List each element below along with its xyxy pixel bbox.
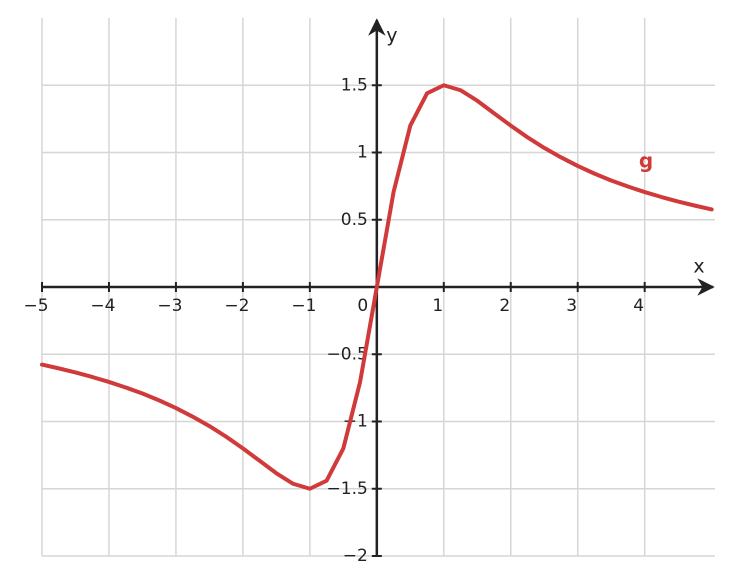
- y-tick-label: 0.5: [341, 210, 368, 230]
- x-tick-label: 4: [633, 296, 644, 316]
- y-tick-label: 1: [357, 143, 368, 163]
- x-tick-label: −1: [291, 296, 316, 316]
- y-axis-label: y: [386, 25, 397, 47]
- x-tick-label: 3: [566, 296, 577, 316]
- plot: g: [40, 83, 714, 491]
- x-tick-label: 1: [432, 296, 443, 316]
- x-tick-label: −3: [157, 296, 182, 316]
- y-tick-label: −0.5: [327, 344, 368, 364]
- x-tick-label: −5: [23, 296, 48, 316]
- x-tick-label: −4: [90, 296, 115, 316]
- y-tick-label: −1.5: [327, 479, 368, 499]
- x-tick-label: 0: [357, 296, 368, 316]
- y-tick-label: −2: [343, 546, 368, 566]
- x-tick-label: −2: [224, 296, 249, 316]
- y-tick-label: 1.5: [341, 75, 368, 95]
- line-series: [40, 83, 714, 491]
- axes: −5 −4 −3 −2 −1 0 1 2 3 4−2−1.5−1−0.50.511.5xy: [23, 18, 715, 566]
- x-axis-label: x: [693, 256, 704, 278]
- x-tick-label: 2: [499, 296, 510, 316]
- series-label: g: [639, 149, 653, 173]
